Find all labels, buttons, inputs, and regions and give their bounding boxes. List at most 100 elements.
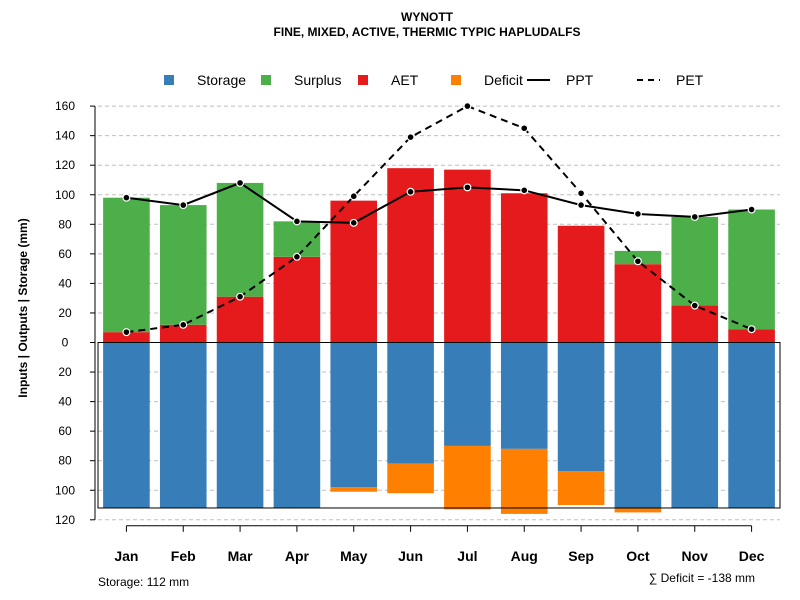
- bar-storage-jul: [444, 342, 491, 446]
- bar-surplus-dec: [728, 209, 775, 330]
- point-pet-jun: [406, 133, 415, 142]
- bar-storage-sep: [557, 342, 605, 472]
- legend-label-ppt: PPT: [566, 72, 594, 88]
- legend-label-pet: PET: [676, 72, 704, 88]
- y-tick-label: 20: [58, 365, 72, 379]
- bar-storage-jun: [387, 342, 434, 464]
- bar-storage-mar: [216, 342, 264, 508]
- point-pet-may: [349, 192, 358, 201]
- legend-swatch-deficit: [451, 75, 461, 85]
- bar-aet-jun: [387, 168, 434, 343]
- bar-aet-jul: [444, 169, 491, 343]
- series-lines: [122, 102, 756, 337]
- point-pet-nov: [690, 301, 699, 310]
- bar-aet-feb: [159, 324, 207, 343]
- bar-storage-jan: [103, 342, 150, 508]
- point-ppt-aug: [520, 186, 529, 195]
- bar-surplus-jan: [103, 197, 150, 333]
- y-tick-label: 120: [55, 158, 75, 172]
- bar-aet-mar: [216, 296, 264, 343]
- point-pet-jul: [463, 102, 472, 111]
- point-pet-feb: [179, 320, 188, 329]
- y-tick-label: 0: [62, 336, 69, 350]
- bar-surplus-nov: [671, 216, 719, 306]
- x-tick-label-mar: Mar: [228, 548, 253, 564]
- axes: 160 140 120 100 80 60 40 20 0 20 40 60 80 100 120 Jan Fe…: [55, 99, 781, 564]
- x-tick-label-jan: Jan: [114, 548, 138, 564]
- storage-note: Storage: 112 mm: [98, 575, 189, 589]
- storage-capacity-frame: [97, 342, 781, 509]
- legend-swatch-surplus: [261, 75, 271, 85]
- bar-aet-nov: [671, 305, 719, 343]
- bar-storage-oct: [614, 342, 662, 508]
- point-ppt-dec: [747, 205, 756, 214]
- point-ppt-nov: [690, 212, 699, 221]
- x-tick-label-oct: Oct: [626, 548, 650, 564]
- bar-aet-dec: [728, 329, 775, 343]
- y-tick-label: 140: [55, 129, 75, 143]
- point-ppt-jul: [463, 183, 472, 192]
- point-ppt-may: [349, 218, 358, 227]
- point-pet-mar: [236, 292, 245, 301]
- bar-deficit-aug: [500, 448, 548, 514]
- bar-deficit-jun: [387, 463, 434, 494]
- legend-swatch-aet: [358, 75, 368, 85]
- point-pet-oct: [633, 257, 642, 266]
- y-tick-label: 120: [55, 513, 75, 527]
- point-pet-aug: [520, 124, 529, 133]
- bar-surplus-apr: [273, 221, 321, 257]
- gridlines: [98, 105, 780, 521]
- legend-swatch-storage: [164, 75, 174, 85]
- bar-storage-aug: [500, 342, 548, 449]
- x-tick-label-feb: Feb: [171, 548, 196, 564]
- line-pet: [126, 104, 752, 334]
- point-ppt-mar: [236, 178, 245, 187]
- point-ppt-jun: [406, 187, 415, 196]
- bar-storage-nov: [671, 342, 719, 508]
- bar-aet-sep: [557, 225, 605, 343]
- legend-label-storage: Storage: [197, 72, 246, 88]
- bar-storage-apr: [273, 342, 321, 508]
- x-tick-label-jul: Jul: [457, 548, 477, 564]
- bar-storage-may: [330, 342, 378, 488]
- point-pet-apr: [292, 252, 301, 261]
- legend-label-aet: AET: [391, 72, 419, 88]
- x-tick-label-aug: Aug: [511, 548, 538, 564]
- y-tick-label: 40: [58, 276, 72, 290]
- bar-surplus-feb: [159, 205, 207, 325]
- point-ppt-feb: [179, 201, 188, 210]
- bar-aet-apr: [273, 256, 321, 343]
- y-tick-label: 160: [55, 99, 75, 113]
- bar-surplus-mar: [216, 182, 264, 297]
- chart-subtitle: FINE, MIXED, ACTIVE, THERMIC TYPIC HAPLU…: [274, 25, 581, 39]
- y-tick-label: 80: [58, 217, 72, 231]
- point-ppt-oct: [633, 209, 642, 218]
- bar-aet-jan: [103, 332, 150, 343]
- deficit-note: ∑ Deficit = -138 mm: [649, 571, 755, 585]
- x-tick-label-apr: Apr: [285, 548, 310, 564]
- point-ppt-apr: [292, 217, 301, 226]
- point-ppt-jan: [122, 193, 131, 202]
- bar-storage-dec: [728, 342, 775, 508]
- point-pet-dec: [747, 325, 756, 334]
- x-tick-label-jun: Jun: [398, 548, 423, 564]
- point-ppt-sep: [577, 201, 586, 210]
- legend-label-deficit: Deficit: [484, 72, 523, 88]
- point-pet-sep: [577, 189, 586, 198]
- x-tick-label-dec: Dec: [739, 548, 765, 564]
- legend: Storage Surplus AET Deficit PPT PET: [164, 72, 704, 88]
- bar-deficit-may: [330, 487, 378, 492]
- bar-deficit-oct: [614, 507, 662, 513]
- line-ppt: [126, 181, 752, 224]
- bar-storage-feb: [159, 342, 207, 508]
- bar-deficit-jul: [444, 445, 491, 510]
- x-tick-label-sep: Sep: [568, 548, 594, 564]
- legend-label-surplus: Surplus: [294, 72, 341, 88]
- bars: [103, 168, 775, 514]
- x-tick-label-may: May: [340, 548, 367, 564]
- y-tick-label: 80: [58, 454, 72, 468]
- bar-deficit-sep: [557, 471, 605, 506]
- y-tick-label: 20: [58, 306, 72, 320]
- y-tick-label: 60: [58, 424, 72, 438]
